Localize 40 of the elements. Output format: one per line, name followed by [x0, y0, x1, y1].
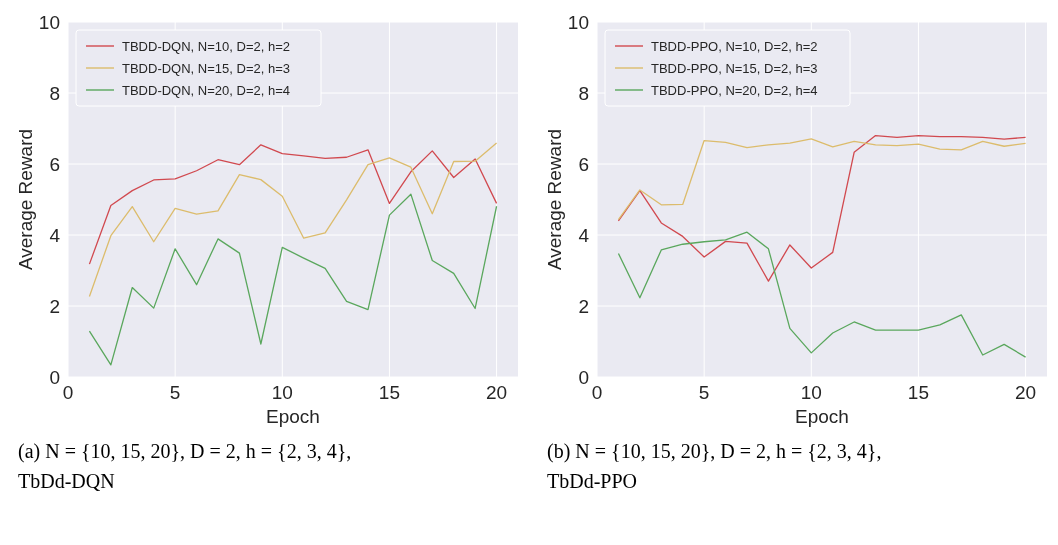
y-tick-label: 0 [578, 367, 589, 388]
line-series [617, 138, 1027, 221]
x-tick-label: 5 [698, 382, 710, 403]
x-tick-label: 15 [907, 382, 929, 403]
x-axis-title: Epoch [266, 406, 320, 427]
line-series [88, 193, 498, 366]
line-series [88, 142, 498, 298]
y-tick-label: 10 [567, 12, 589, 33]
x-tick-label: 0 [62, 382, 74, 403]
y-tick-label: 4 [49, 225, 61, 246]
x-tick-label: 0 [591, 382, 603, 403]
line-series [617, 231, 1027, 358]
y-axis-title: Average Reward [544, 128, 565, 271]
y-tick-label: 4 [578, 225, 590, 246]
text: (b) N = {10, 15, 20}, D = 2, h = {2, 3, 4}, TbDd-PPO [547, 440, 882, 492]
x-tick-label: 10 [271, 382, 293, 403]
y-axis-title: Average Reward [15, 128, 36, 271]
y-tick-label: 6 [49, 154, 60, 175]
line-series [617, 134, 1027, 282]
x-tick-label: 20 [1015, 382, 1037, 403]
y-tick-label: 0 [49, 367, 60, 388]
legend-label: TBDD-PPO, N=15, D=2, h=3 [651, 61, 818, 76]
legend-label: TBDD-PPO, N=10, D=2, h=2 [651, 39, 818, 54]
y-tick-label: 6 [578, 154, 589, 175]
y-tick-label: 2 [49, 296, 60, 317]
text: (a) N = {10, 15, 20}, D = 2, h = {2, 3, 4}, TbDd-DQN [18, 440, 352, 492]
y-tick-label: 8 [578, 83, 589, 104]
line-series [88, 144, 498, 265]
legend-label: TBDD-DQN, N=10, D=2, h=2 [122, 39, 290, 54]
x-tick-label: 20 [486, 382, 508, 403]
x-axis-title: Epoch [795, 406, 849, 427]
x-tick-label: 10 [800, 382, 822, 403]
y-tick-label: 8 [49, 83, 60, 104]
x-tick-label: 15 [378, 382, 400, 403]
y-tick-label: 2 [578, 296, 589, 317]
y-tick-label: 10 [38, 12, 60, 33]
legend-label: TBDD-DQN, N=20, D=2, h=4 [122, 83, 290, 98]
legend-label: TBDD-PPO, N=20, D=2, h=4 [651, 83, 818, 98]
x-tick-label: 5 [169, 382, 181, 403]
legend-label: TBDD-DQN, N=15, D=2, h=3 [122, 61, 290, 76]
